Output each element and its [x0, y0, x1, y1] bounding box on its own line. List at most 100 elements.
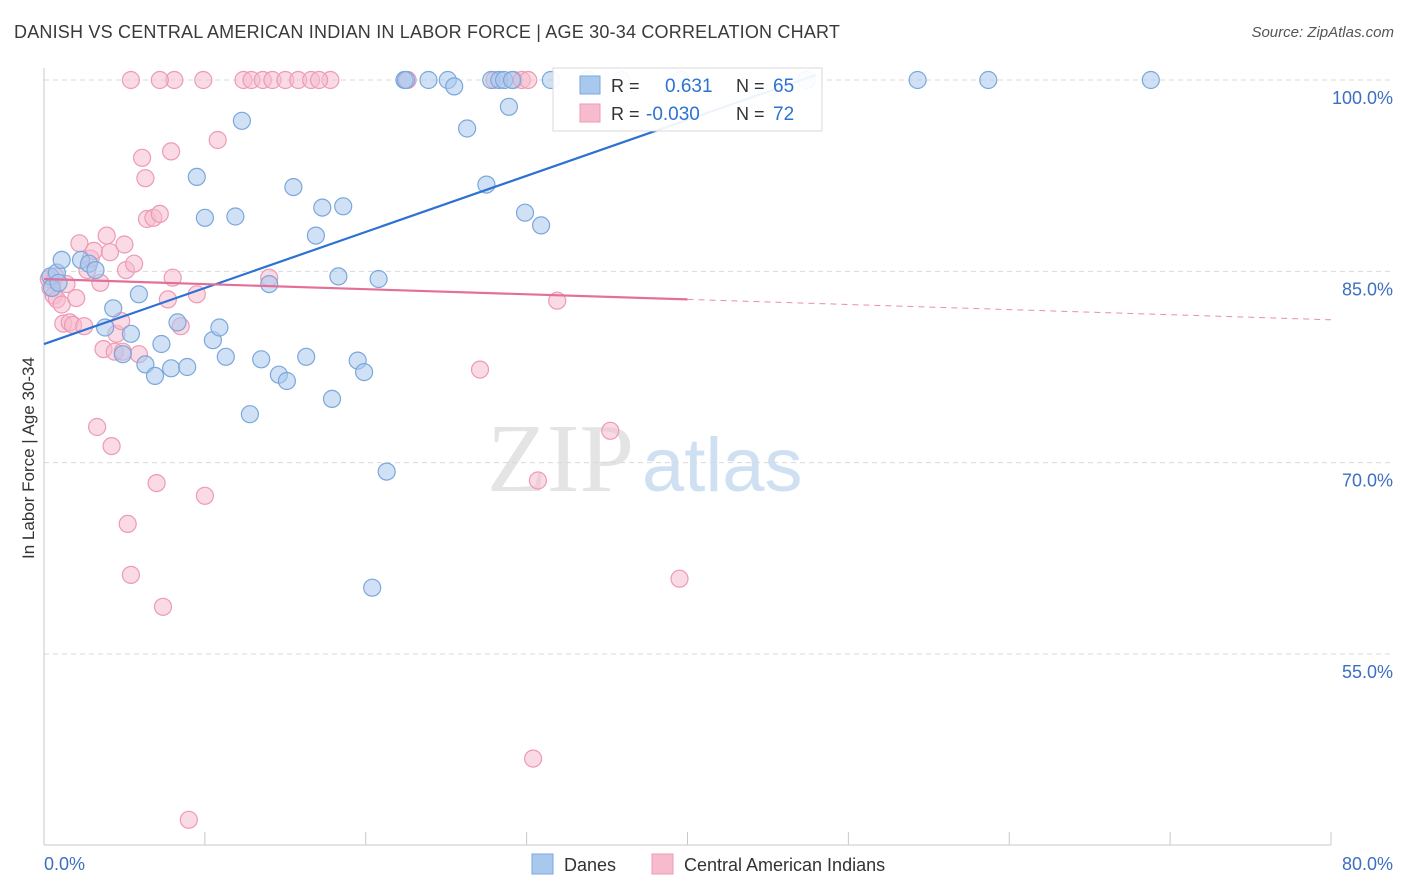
danes-point	[113, 345, 132, 364]
stats-box: R = 0.631 N = 65 R = -0.030 N = 72	[552, 67, 823, 132]
danes-point	[377, 462, 396, 481]
danes-point	[502, 70, 522, 90]
cai-point	[121, 70, 140, 90]
danes-point	[168, 313, 187, 332]
cai-stats-swatch	[579, 103, 601, 123]
danes-point	[313, 198, 332, 217]
cai-point	[150, 204, 169, 223]
cai-point	[97, 226, 116, 245]
danes-point	[322, 389, 342, 408]
danes-point	[252, 350, 271, 369]
danes-n-value: 65	[773, 76, 794, 97]
cai-point	[195, 486, 214, 505]
danes-stats-swatch	[579, 75, 601, 95]
danes-point	[145, 366, 165, 385]
danes-point	[499, 97, 518, 116]
danes-point	[445, 77, 464, 96]
danes-point	[355, 363, 374, 382]
danes-point	[121, 324, 140, 343]
danes-r-label: R =	[611, 76, 640, 96]
cai-point	[470, 360, 490, 379]
cai-point	[528, 471, 548, 490]
danes-point	[216, 347, 235, 366]
danes-point	[129, 285, 148, 304]
danes-point	[908, 70, 927, 90]
cai-n-value: 72	[773, 104, 794, 125]
cai-point	[147, 474, 166, 493]
y-tick-label: 55.0%	[1342, 662, 1393, 682]
danes-point	[187, 167, 206, 186]
danes-n-label: N =	[736, 76, 765, 96]
y-axis-ticks: 55.0% 70.0% 85.0% 100.0%	[1332, 88, 1393, 682]
danes-point	[232, 111, 251, 130]
cai-point	[153, 597, 173, 616]
danes-point	[1141, 70, 1160, 90]
danes-point	[979, 70, 998, 90]
cai-point	[601, 421, 620, 440]
cai-point	[102, 437, 121, 456]
danes-point	[458, 119, 477, 138]
danes-point	[178, 357, 197, 377]
danes-point	[104, 299, 123, 318]
cai-point	[670, 569, 689, 588]
y-tick-label: 85.0%	[1342, 279, 1393, 299]
danes-point	[162, 359, 181, 378]
cai-point	[150, 70, 169, 90]
cai-point	[158, 290, 177, 309]
watermark-atlas: atlas	[642, 423, 803, 508]
cai-point	[523, 749, 543, 768]
x-tick-label-min: 0.0%	[44, 854, 85, 874]
cai-point	[133, 148, 152, 167]
watermark: ZIP atlas	[487, 405, 803, 513]
cai-point	[208, 130, 227, 150]
danes-point	[419, 70, 438, 90]
cai-point	[519, 70, 538, 90]
danes-point	[515, 203, 535, 222]
y-tick-label: 100.0%	[1332, 88, 1393, 108]
cai-point	[310, 70, 329, 90]
danes-point	[531, 216, 551, 235]
danes-point	[369, 269, 388, 289]
legend: Danes Central American Indians	[531, 853, 885, 875]
danes-point	[396, 70, 416, 90]
cai-point	[136, 169, 155, 188]
cai-point	[125, 254, 144, 273]
cai-trend-line	[43, 277, 688, 301]
cai-point	[162, 142, 181, 161]
cai-point	[179, 810, 198, 829]
danes-point	[49, 273, 68, 292]
legend-label-danes: Danes	[564, 855, 616, 875]
danes-point	[329, 267, 348, 286]
watermark-zip: ZIP	[487, 405, 634, 513]
cai-r-value: -0.030	[646, 104, 700, 125]
danes-point	[260, 275, 279, 294]
cai-r-label: R =	[611, 104, 640, 124]
danes-point	[297, 347, 316, 366]
cai-point	[115, 235, 134, 254]
danes-point	[226, 207, 245, 226]
danes-point	[240, 405, 259, 424]
cai-trend-extension	[687, 298, 1332, 321]
danes-point	[363, 578, 382, 597]
x-tick-label-max: 80.0%	[1342, 854, 1393, 874]
chart-title: DANISH VS CENTRAL AMERICAN INDIAN IN LAB…	[14, 22, 841, 42]
source-label: Source: ZipAtlas.com	[1251, 24, 1394, 41]
danes-point	[306, 226, 325, 245]
danes-point	[334, 197, 353, 216]
cai-n-label: N =	[736, 104, 765, 124]
cai-point	[118, 514, 137, 534]
danes-point	[277, 371, 296, 391]
danes-point	[284, 178, 303, 197]
cai-point	[194, 70, 213, 90]
legend-swatch-danes	[531, 853, 554, 875]
x-axis-ticks	[43, 832, 1332, 845]
gridlines	[44, 79, 1393, 655]
danes-point	[52, 250, 71, 269]
danes-point	[210, 318, 229, 337]
y-axis-label: In Labor Force | Age 30-34	[19, 357, 38, 559]
cai-point	[67, 289, 86, 308]
danes-r-value: 0.631	[665, 76, 713, 97]
legend-swatch-cai	[651, 853, 674, 875]
danes-point	[86, 261, 105, 280]
